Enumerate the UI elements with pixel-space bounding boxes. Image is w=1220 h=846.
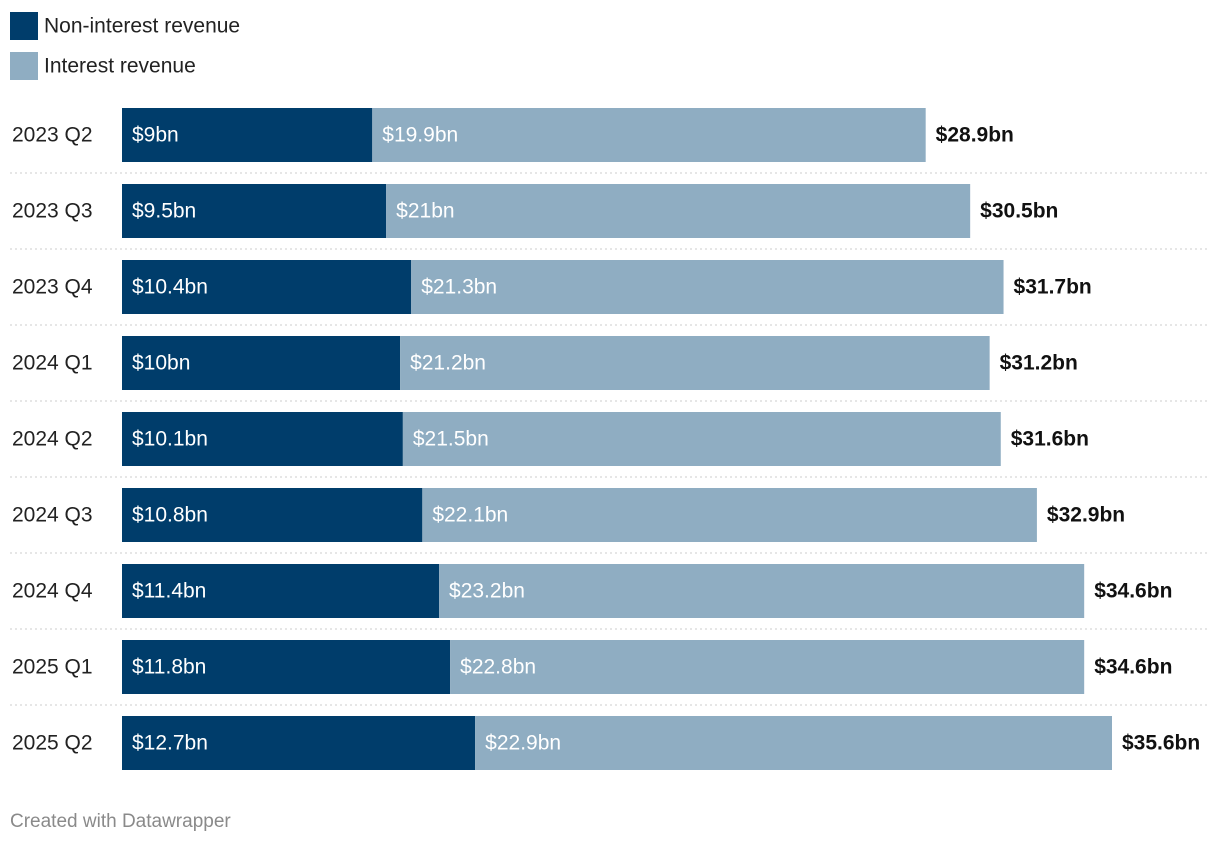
bar-segment [372, 108, 926, 162]
category-label: 2024 Q3 [12, 504, 93, 527]
bar-segment [450, 640, 1085, 694]
value-label: $21bn [396, 200, 454, 223]
value-label: $22.1bn [432, 504, 508, 527]
total-label: $34.6bn [1094, 656, 1172, 679]
category-label: 2025 Q2 [12, 732, 93, 755]
bar-segment [475, 716, 1112, 770]
category-label: 2023 Q3 [12, 200, 93, 223]
category-label: 2024 Q1 [12, 352, 93, 375]
bar-segment [122, 184, 387, 238]
value-label: $9.5bn [132, 200, 196, 223]
value-label: $22.8bn [460, 656, 536, 679]
total-label: $30.5bn [980, 200, 1058, 223]
total-label: $31.7bn [1014, 276, 1092, 299]
category-label: 2025 Q1 [12, 656, 93, 679]
value-label: $10.4bn [132, 276, 208, 299]
legend-swatch [10, 12, 38, 40]
bar-segment [122, 716, 476, 770]
total-label: $34.6bn [1094, 580, 1172, 603]
bar-segment [422, 488, 1037, 542]
bar-segment [400, 336, 990, 390]
category-label: 2023 Q2 [12, 124, 93, 147]
value-label: $19.9bn [382, 124, 458, 147]
legend-label: Interest revenue [44, 55, 196, 78]
bar-segment [122, 336, 401, 390]
value-label: $21.2bn [410, 352, 486, 375]
value-label: $23.2bn [449, 580, 525, 603]
category-label: 2024 Q2 [12, 428, 93, 451]
bar-segment [122, 108, 373, 162]
footer: Created with Datawrapper [10, 811, 231, 832]
value-label: $12.7bn [132, 732, 208, 755]
category-label: 2023 Q4 [12, 276, 93, 299]
bar-segment [122, 488, 423, 542]
bar-segment [439, 564, 1085, 618]
bar-segment [411, 260, 1004, 314]
value-label: $11.4bn [132, 580, 206, 603]
value-label: $21.5bn [413, 428, 489, 451]
bar-segment [402, 412, 1001, 466]
category-label: 2024 Q4 [12, 580, 93, 603]
bar-segment [122, 640, 451, 694]
legend-swatch [10, 52, 38, 80]
total-label: $28.9bn [936, 124, 1014, 147]
bar-segment [122, 412, 403, 466]
value-label: $10.1bn [132, 428, 208, 451]
total-label: $31.2bn [1000, 352, 1078, 375]
legend-label: Non-interest revenue [44, 15, 240, 38]
total-label: $35.6bn [1122, 732, 1200, 755]
value-label: $9bn [132, 124, 179, 147]
value-label: $11.8bn [132, 656, 206, 679]
bar-segment [122, 260, 412, 314]
value-label: $22.9bn [485, 732, 561, 755]
value-label: $21.3bn [421, 276, 497, 299]
bar-segment [122, 564, 440, 618]
bar-segment [386, 184, 971, 238]
total-label: $31.6bn [1011, 428, 1089, 451]
value-label: $10.8bn [132, 504, 208, 527]
total-label: $32.9bn [1047, 504, 1125, 527]
value-label: $10bn [132, 352, 190, 375]
